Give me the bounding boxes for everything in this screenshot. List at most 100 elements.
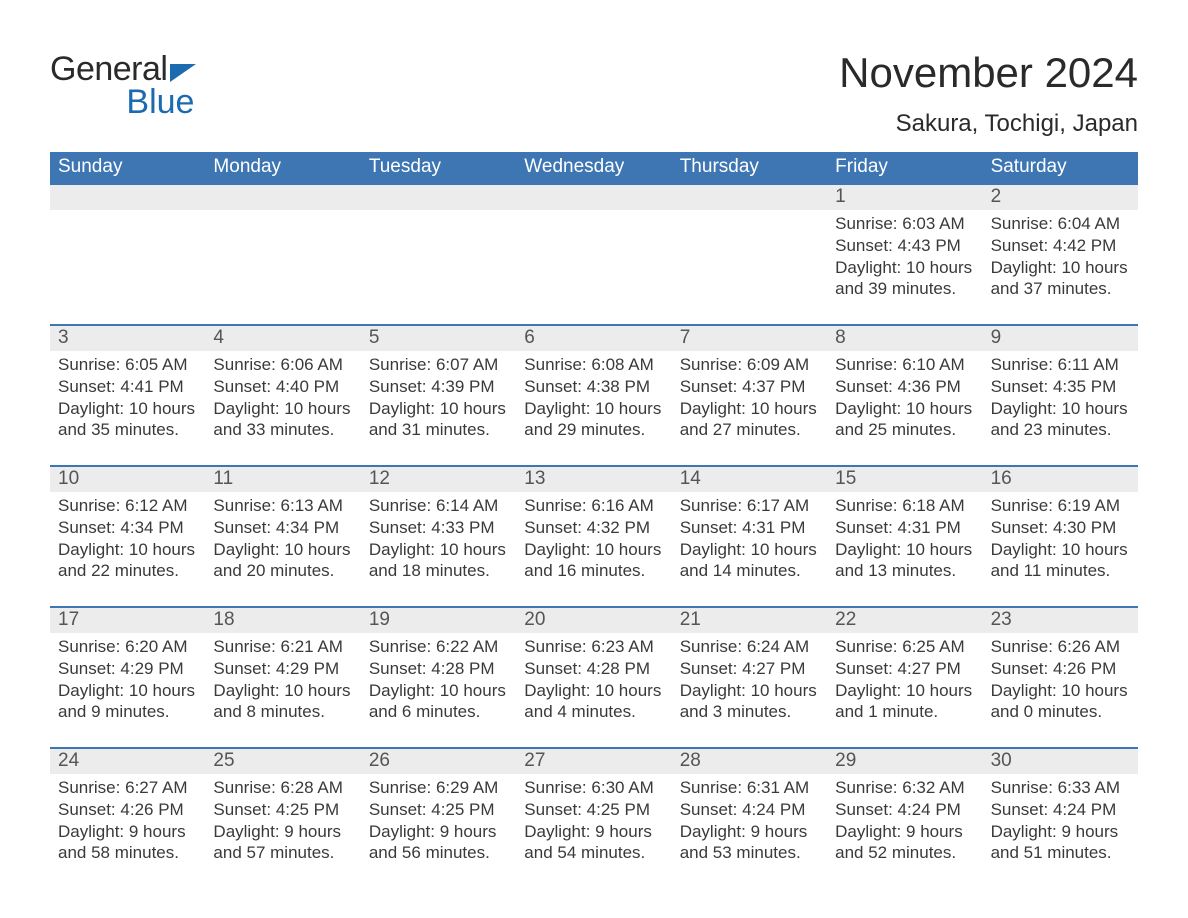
sunrise-label: Sunrise: [524, 778, 586, 797]
day-number: 6 [516, 326, 671, 351]
sunrise-value: 6:25 AM [902, 637, 964, 656]
sunrise-line: Sunrise: 6:12 AM [58, 495, 197, 517]
weekday-header: Monday [205, 152, 360, 183]
daylight-line: Daylight: 10 hours and 0 minutes. [991, 680, 1130, 724]
sunset-line: Sunset: 4:25 PM [369, 799, 508, 821]
day-cell: Sunrise: 6:23 AMSunset: 4:28 PMDaylight:… [516, 633, 671, 737]
daylight-line: Daylight: 9 hours and 57 minutes. [213, 821, 352, 865]
sunset-label: Sunset: [835, 518, 893, 537]
day-number: 9 [983, 326, 1138, 351]
sunrise-value: 6:04 AM [1058, 214, 1120, 233]
sunset-value: 4:36 PM [898, 377, 961, 396]
header-row: General Blue November 2024 Sakura, Tochi… [50, 50, 1138, 138]
sunrise-value: 6:24 AM [747, 637, 809, 656]
sunrise-value: 6:08 AM [591, 355, 653, 374]
sunrise-line: Sunrise: 6:16 AM [524, 495, 663, 517]
sunrise-value: 6:13 AM [281, 496, 343, 515]
sunrise-label: Sunrise: [369, 778, 431, 797]
sunset-label: Sunset: [991, 659, 1049, 678]
sunrise-line: Sunrise: 6:27 AM [58, 777, 197, 799]
daylight-label: Daylight: [680, 822, 746, 841]
sunrise-line: Sunrise: 6:22 AM [369, 636, 508, 658]
sunset-value: 4:32 PM [587, 518, 650, 537]
sunset-label: Sunset: [835, 800, 893, 819]
sunrise-line: Sunrise: 6:10 AM [835, 354, 974, 376]
sunset-value: 4:29 PM [120, 659, 183, 678]
daylight-label: Daylight: [991, 540, 1057, 559]
weekday-header: Thursday [672, 152, 827, 183]
day-number: 1 [827, 185, 982, 210]
daylight-label: Daylight: [58, 681, 124, 700]
sunset-line: Sunset: 4:41 PM [58, 376, 197, 398]
sunset-label: Sunset: [524, 659, 582, 678]
day-cell: Sunrise: 6:04 AMSunset: 4:42 PMDaylight:… [983, 210, 1138, 314]
sunrise-line: Sunrise: 6:33 AM [991, 777, 1130, 799]
sunset-line: Sunset: 4:34 PM [213, 517, 352, 539]
sunset-label: Sunset: [680, 518, 738, 537]
sunset-label: Sunset: [680, 800, 738, 819]
sunset-value: 4:24 PM [742, 800, 805, 819]
sunset-label: Sunset: [369, 659, 427, 678]
sunrise-label: Sunrise: [835, 778, 897, 797]
day-number [516, 185, 671, 210]
day-number: 3 [50, 326, 205, 351]
sunset-value: 4:26 PM [120, 800, 183, 819]
sunset-label: Sunset: [213, 377, 271, 396]
day-number: 7 [672, 326, 827, 351]
sunrise-label: Sunrise: [58, 355, 120, 374]
sunrise-value: 6:18 AM [902, 496, 964, 515]
daylight-line: Daylight: 10 hours and 35 minutes. [58, 398, 197, 442]
sunrise-line: Sunrise: 6:14 AM [369, 495, 508, 517]
daylight-line: Daylight: 10 hours and 6 minutes. [369, 680, 508, 724]
sunset-line: Sunset: 4:42 PM [991, 235, 1130, 257]
sunrise-line: Sunrise: 6:32 AM [835, 777, 974, 799]
sunrise-label: Sunrise: [991, 496, 1053, 515]
sunset-label: Sunset: [524, 518, 582, 537]
sunrise-value: 6:07 AM [436, 355, 498, 374]
day-cell: Sunrise: 6:16 AMSunset: 4:32 PMDaylight:… [516, 492, 671, 596]
sunrise-value: 6:27 AM [125, 778, 187, 797]
sunset-line: Sunset: 4:31 PM [835, 517, 974, 539]
day-cell: Sunrise: 6:05 AMSunset: 4:41 PMDaylight:… [50, 351, 205, 455]
sunrise-line: Sunrise: 6:05 AM [58, 354, 197, 376]
day-number: 28 [672, 749, 827, 774]
sunset-value: 4:29 PM [276, 659, 339, 678]
daylight-line: Daylight: 9 hours and 54 minutes. [524, 821, 663, 865]
daylight-line: Daylight: 10 hours and 4 minutes. [524, 680, 663, 724]
sunrise-label: Sunrise: [369, 496, 431, 515]
sunrise-label: Sunrise: [524, 355, 586, 374]
daylight-line: Daylight: 10 hours and 8 minutes. [213, 680, 352, 724]
sunrise-label: Sunrise: [835, 355, 897, 374]
sunrise-value: 6:10 AM [902, 355, 964, 374]
weekday-header: Saturday [983, 152, 1138, 183]
logo: General Blue [50, 50, 196, 122]
sunrise-value: 6:19 AM [1058, 496, 1120, 515]
logo-text-blue: Blue [50, 83, 194, 122]
sunrise-line: Sunrise: 6:09 AM [680, 354, 819, 376]
sunset-label: Sunset: [369, 518, 427, 537]
day-cell [205, 210, 360, 314]
day-number: 30 [983, 749, 1138, 774]
sunrise-line: Sunrise: 6:04 AM [991, 213, 1130, 235]
daylight-line: Daylight: 10 hours and 39 minutes. [835, 257, 974, 301]
sunset-value: 4:26 PM [1053, 659, 1116, 678]
sunset-line: Sunset: 4:24 PM [835, 799, 974, 821]
sunrise-line: Sunrise: 6:31 AM [680, 777, 819, 799]
sunrise-label: Sunrise: [991, 214, 1053, 233]
day-number: 12 [361, 467, 516, 492]
sunset-value: 4:41 PM [120, 377, 183, 396]
sunset-value: 4:24 PM [1053, 800, 1116, 819]
day-cell: Sunrise: 6:19 AMSunset: 4:30 PMDaylight:… [983, 492, 1138, 596]
daylight-label: Daylight: [369, 540, 435, 559]
sunset-label: Sunset: [835, 236, 893, 255]
day-cell: Sunrise: 6:27 AMSunset: 4:26 PMDaylight:… [50, 774, 205, 878]
sunrise-value: 6:21 AM [281, 637, 343, 656]
daylight-line: Daylight: 9 hours and 52 minutes. [835, 821, 974, 865]
day-number: 14 [672, 467, 827, 492]
daylight-line: Daylight: 9 hours and 51 minutes. [991, 821, 1130, 865]
daylight-line: Daylight: 10 hours and 37 minutes. [991, 257, 1130, 301]
sunset-value: 4:28 PM [431, 659, 494, 678]
daynum-strip: 10111213141516 [50, 467, 1138, 492]
week-row: 10111213141516 Sunrise: 6:12 AM Sunset: 4:… [50, 465, 1138, 596]
daylight-label: Daylight: [213, 540, 279, 559]
